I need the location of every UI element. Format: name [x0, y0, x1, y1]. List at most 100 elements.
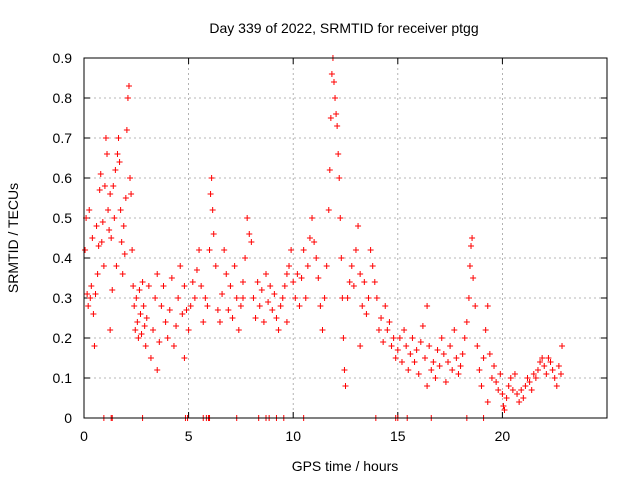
- data-point: [486, 351, 493, 357]
- data-point: [209, 207, 216, 213]
- data-point: [100, 263, 107, 269]
- data-point: [252, 315, 259, 321]
- data-points: [82, 55, 566, 421]
- data-point: [237, 303, 244, 309]
- data-point: [117, 207, 124, 213]
- data-point: [398, 359, 405, 365]
- data-point: [189, 279, 196, 285]
- data-point: [469, 235, 476, 241]
- data-point: [323, 263, 330, 269]
- data-point: [549, 367, 556, 373]
- data-point: [271, 291, 278, 297]
- data-point: [154, 271, 161, 277]
- data-point: [193, 267, 200, 273]
- data-point: [96, 187, 103, 193]
- data-point: [210, 231, 217, 237]
- y-tick-label: 0.9: [53, 50, 73, 66]
- data-point: [277, 303, 284, 309]
- data-point: [520, 395, 527, 401]
- y-axis-title: SRMTID / TECUs: [5, 183, 21, 293]
- data-point: [107, 191, 114, 197]
- data-point: [337, 215, 344, 221]
- data-point: [265, 299, 272, 305]
- data-point: [191, 295, 198, 301]
- data-point: [294, 271, 301, 277]
- data-point: [208, 175, 215, 181]
- data-point: [342, 383, 349, 389]
- data-point: [436, 363, 443, 369]
- data-point: [453, 355, 460, 361]
- data-point: [239, 279, 246, 285]
- data-point: [115, 135, 122, 141]
- data-point: [415, 371, 422, 377]
- data-point: [152, 295, 159, 301]
- data-point: [424, 303, 431, 309]
- data-point: [426, 343, 433, 349]
- data-point: [543, 371, 550, 377]
- x-tick-label: 15: [390, 428, 406, 444]
- data-point: [101, 183, 108, 189]
- data-point: [175, 295, 182, 301]
- data-point: [158, 303, 165, 309]
- data-point: [166, 307, 173, 313]
- data-point: [85, 303, 92, 309]
- y-tick-label: 0.1: [53, 370, 73, 386]
- y-tick-label: 0.2: [53, 330, 73, 346]
- data-point: [168, 275, 175, 281]
- data-point: [332, 95, 339, 101]
- data-point: [239, 295, 246, 301]
- data-point: [132, 327, 139, 333]
- data-point: [419, 323, 426, 329]
- y-tick-label: 0.5: [53, 210, 73, 226]
- data-point: [105, 207, 112, 213]
- data-point: [451, 327, 458, 333]
- data-point: [127, 175, 134, 181]
- data-point: [424, 383, 431, 389]
- data-point: [476, 367, 483, 373]
- data-point: [164, 335, 171, 341]
- data-point: [260, 319, 267, 325]
- data-point: [497, 371, 504, 377]
- data-point: [468, 243, 475, 249]
- data-point: [539, 355, 546, 361]
- data-point: [248, 239, 255, 245]
- data-point: [104, 151, 111, 157]
- data-point: [367, 247, 374, 253]
- data-point: [363, 311, 370, 317]
- data-point: [340, 335, 347, 341]
- data-point: [286, 263, 293, 269]
- data-point: [102, 135, 109, 141]
- data-point: [465, 295, 472, 301]
- x-axis-title: GPS time / hours: [292, 458, 399, 474]
- data-point: [97, 171, 104, 177]
- data-point: [480, 355, 487, 361]
- data-point: [559, 343, 566, 349]
- data-point: [139, 279, 146, 285]
- data-point: [147, 355, 154, 361]
- data-point: [138, 331, 145, 337]
- data-point: [403, 343, 410, 349]
- data-point: [500, 403, 507, 409]
- data-point: [219, 291, 226, 297]
- data-point: [357, 271, 364, 277]
- data-point: [116, 159, 123, 165]
- data-point: [99, 219, 106, 225]
- data-point: [551, 375, 558, 381]
- y-tick-labels: 0 0.1 0.2 0.3 0.4 0.5 0.6 0.7 0.8 0.9: [53, 50, 73, 426]
- data-point: [107, 327, 114, 333]
- data-point: [114, 151, 121, 157]
- data-point: [296, 303, 303, 309]
- data-point: [242, 255, 249, 261]
- x-tick-labels: 0 5 10 15 20: [80, 428, 510, 444]
- data-point: [405, 367, 412, 373]
- data-point: [135, 335, 142, 341]
- data-point: [505, 383, 512, 389]
- data-point: [434, 347, 441, 353]
- data-point: [339, 295, 346, 301]
- data-point: [326, 167, 333, 173]
- data-point: [156, 339, 163, 345]
- y-tick-label: 0.3: [53, 290, 73, 306]
- data-point: [357, 343, 364, 349]
- data-point: [110, 183, 117, 189]
- data-point: [319, 327, 326, 333]
